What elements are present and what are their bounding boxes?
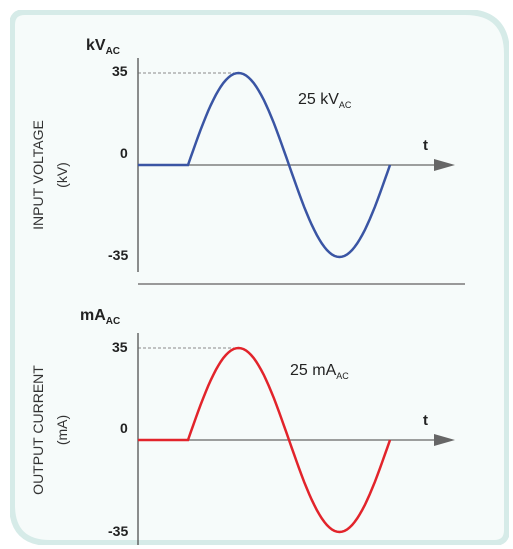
- diagram-svg: kVAC 35 0 -35 t 25 kVAC INPUT VOLTAGE (k…: [10, 10, 509, 545]
- current-tick-zero: 0: [120, 420, 128, 436]
- current-x-axis-arrow: [434, 434, 455, 446]
- voltage-tick-zero: 0: [120, 145, 128, 161]
- voltage-x-axis-arrow: [434, 159, 455, 171]
- voltage-panel: kVAC 35 0 -35 t 25 kVAC INPUT VOLTAGE (k…: [30, 37, 455, 272]
- current-tick-bottom: -35: [108, 523, 128, 539]
- current-t-label: t: [423, 412, 428, 429]
- voltage-side-unit: (kV): [54, 162, 70, 188]
- current-waveform: [138, 346, 392, 534]
- current-panel: mAAC 35 0 -35 t 25 mAAC OUTPUT CURRENT (…: [30, 307, 455, 545]
- current-side-label: OUTPUT CURRENT: [30, 365, 46, 495]
- voltage-side-label: INPUT VOLTAGE: [30, 120, 46, 230]
- voltage-annotation: 25 kVAC: [298, 91, 352, 110]
- voltage-tick-top: 35: [112, 63, 128, 79]
- voltage-tick-bottom: -35: [108, 247, 128, 263]
- current-side-unit: (mA): [54, 415, 70, 445]
- current-tick-top: 35: [112, 339, 128, 355]
- voltage-unit-label: kVAC: [86, 37, 120, 57]
- diagram-card: kVAC 35 0 -35 t 25 kVAC INPUT VOLTAGE (k…: [10, 10, 509, 545]
- current-unit-label: mAAC: [80, 307, 120, 327]
- voltage-waveform: [138, 71, 392, 259]
- current-annotation: 25 mAAC: [290, 362, 349, 381]
- voltage-t-label: t: [423, 137, 428, 154]
- card-background: [10, 10, 509, 545]
